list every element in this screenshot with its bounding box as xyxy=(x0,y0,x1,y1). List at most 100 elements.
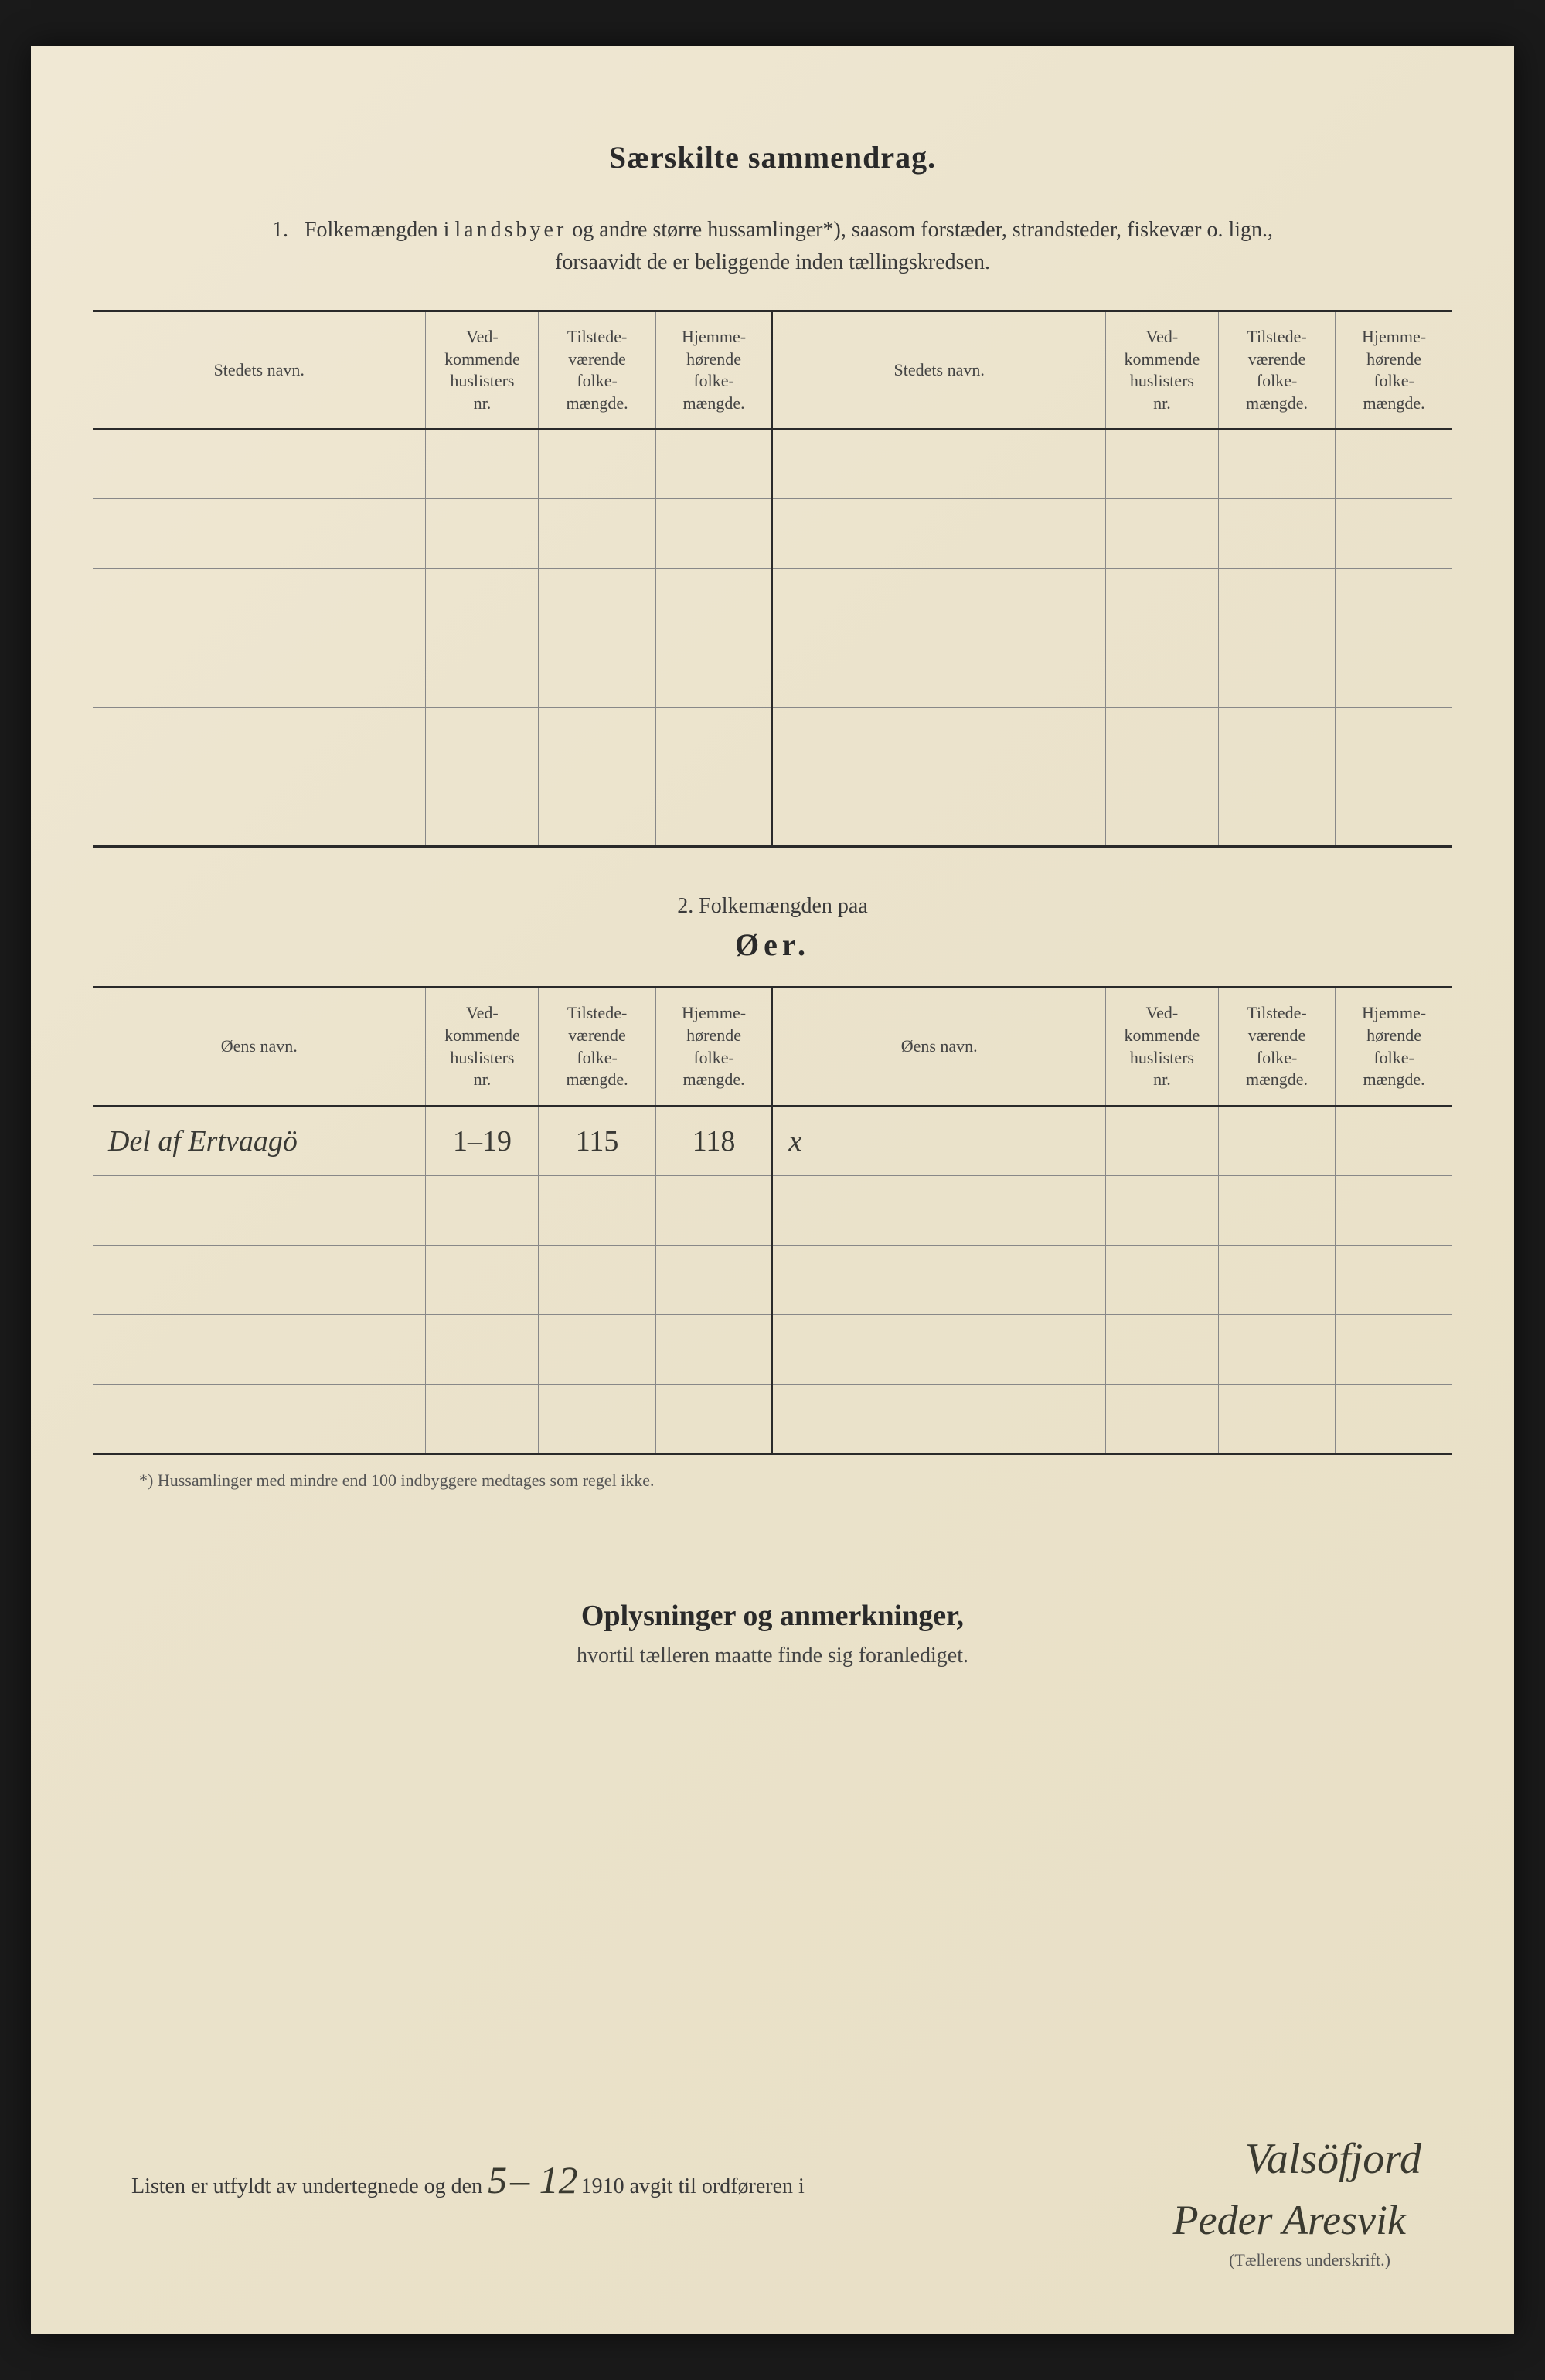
name-cell xyxy=(93,708,426,777)
name-cell xyxy=(93,430,426,499)
value-cell xyxy=(1218,638,1335,708)
section1-table: Stedets navn.Ved- kommende huslisters nr… xyxy=(93,310,1452,848)
col-header: Stedets navn. xyxy=(93,311,426,430)
value-cell xyxy=(426,1384,539,1454)
section2-title: 2. Folkemængden paa xyxy=(93,894,1452,919)
value-cell xyxy=(1105,1175,1218,1245)
sig-signer: Peder Aresvik xyxy=(1173,2196,1406,2244)
col-header: Hjemme- hørende folke- mængde. xyxy=(1336,988,1452,1106)
name-cell xyxy=(772,638,1105,708)
value-cell xyxy=(539,638,655,708)
value-cell xyxy=(655,569,772,638)
value-cell xyxy=(1336,1106,1452,1175)
value-cell xyxy=(1336,569,1452,638)
name-cell xyxy=(93,1384,426,1454)
value-cell xyxy=(426,1175,539,1245)
value-cell xyxy=(1105,1245,1218,1314)
value-cell xyxy=(1105,569,1218,638)
value-cell xyxy=(539,569,655,638)
value-cell xyxy=(655,499,772,569)
sig-line-a: Listen er utfyldt av undertegnede og den xyxy=(131,2174,488,2198)
section1-intro-spaced: landsbyer xyxy=(454,218,567,242)
col-header: Ved- kommende huslisters nr. xyxy=(1105,311,1218,430)
name-cell xyxy=(93,569,426,638)
value-cell xyxy=(1336,1384,1452,1454)
name-cell xyxy=(93,1175,426,1245)
value-cell xyxy=(1105,1314,1218,1384)
value-cell xyxy=(655,638,772,708)
document-page: Særskilte sammendrag. 1. Folkemængden i … xyxy=(31,46,1514,2334)
name-cell xyxy=(93,1314,426,1384)
col-header: Stedets navn. xyxy=(772,311,1105,430)
value-cell xyxy=(1105,777,1218,847)
name-cell xyxy=(93,499,426,569)
value-cell xyxy=(1336,708,1452,777)
value-cell xyxy=(1218,1384,1335,1454)
name-cell xyxy=(772,1314,1105,1384)
col-header: Ved- kommende huslisters nr. xyxy=(426,988,539,1106)
value-cell xyxy=(1218,1175,1335,1245)
value-cell xyxy=(539,1175,655,1245)
col-header: Tilstede- værende folke- mængde. xyxy=(539,311,655,430)
col-header: Tilstede- værende folke- mængde. xyxy=(1218,988,1335,1106)
value-cell xyxy=(426,1314,539,1384)
value-cell xyxy=(1336,1245,1452,1314)
value-cell xyxy=(1105,499,1218,569)
section1-intro-c: forsaavidt de er beliggende inden tællin… xyxy=(555,250,990,274)
value-cell: 1–19 xyxy=(426,1106,539,1175)
name-cell xyxy=(93,777,426,847)
value-cell xyxy=(1105,708,1218,777)
value-cell xyxy=(1218,569,1335,638)
value-cell xyxy=(1105,1384,1218,1454)
value-cell xyxy=(1105,430,1218,499)
sig-day: 5 xyxy=(488,2158,507,2202)
value-cell xyxy=(426,1245,539,1314)
value-cell xyxy=(539,430,655,499)
value-cell xyxy=(1218,708,1335,777)
value-cell: 115 xyxy=(539,1106,655,1175)
value-cell xyxy=(1336,1175,1452,1245)
name-cell xyxy=(772,1384,1105,1454)
value-cell xyxy=(655,430,772,499)
name-cell xyxy=(93,1245,426,1314)
signature-block: Listen er utfyldt av undertegnede og den… xyxy=(131,2157,1437,2202)
value-cell xyxy=(655,1245,772,1314)
name-cell xyxy=(772,499,1105,569)
page-title: Særskilte sammendrag. xyxy=(93,139,1452,175)
value-cell xyxy=(426,708,539,777)
value-cell xyxy=(1336,499,1452,569)
sig-caption: (Tællerens underskrift.) xyxy=(1229,2250,1390,2270)
value-cell xyxy=(1105,638,1218,708)
col-header: Øens navn. xyxy=(93,988,426,1106)
value-cell xyxy=(655,708,772,777)
value-cell xyxy=(1336,1314,1452,1384)
name-cell xyxy=(772,430,1105,499)
footnote: *) Hussamlinger med mindre end 100 indby… xyxy=(139,1470,1452,1491)
value-cell xyxy=(1105,1106,1218,1175)
name-cell xyxy=(772,1175,1105,1245)
col-header: Ved- kommende huslisters nr. xyxy=(426,311,539,430)
value-cell xyxy=(539,708,655,777)
value-cell xyxy=(1218,499,1335,569)
value-cell xyxy=(655,1384,772,1454)
value-cell xyxy=(1218,430,1335,499)
value-cell xyxy=(1336,638,1452,708)
col-header: Hjemme- hørende folke- mængde. xyxy=(1336,311,1452,430)
value-cell xyxy=(1218,1245,1335,1314)
sig-place: Valsöfjord xyxy=(1245,2134,1421,2184)
section2-table: Øens navn.Ved- kommende huslisters nr. Ti… xyxy=(93,986,1452,1454)
sig-month: 12 xyxy=(539,2158,578,2202)
value-cell xyxy=(426,499,539,569)
sig-sep: – xyxy=(510,2158,539,2202)
col-header: Tilstede- værende folke- mængde. xyxy=(1218,311,1335,430)
section1-intro-b: og andre større hussamlinger*), saasom f… xyxy=(567,218,1273,242)
value-cell xyxy=(655,1175,772,1245)
name-cell: x xyxy=(772,1106,1105,1175)
section2-subtitle: Øer. xyxy=(93,926,1452,963)
value-cell xyxy=(1218,1314,1335,1384)
value-cell xyxy=(655,1314,772,1384)
value-cell xyxy=(539,1314,655,1384)
value-cell: 118 xyxy=(655,1106,772,1175)
value-cell xyxy=(655,777,772,847)
value-cell xyxy=(1336,777,1452,847)
